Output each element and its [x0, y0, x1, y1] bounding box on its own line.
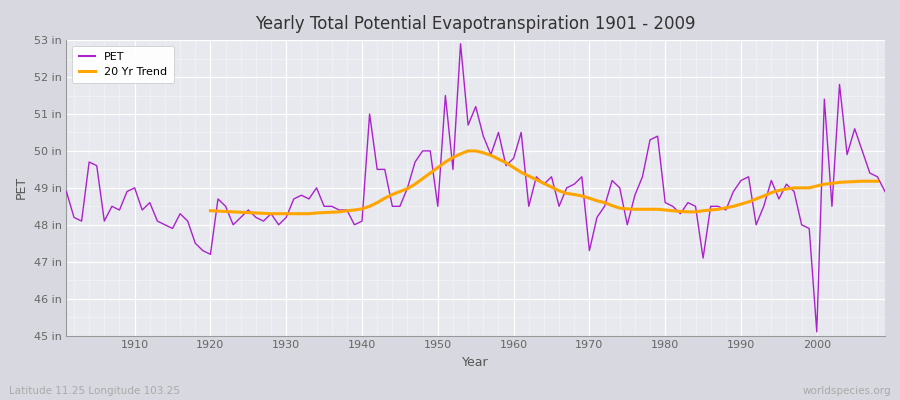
Y-axis label: PET: PET [15, 176, 28, 200]
Legend: PET, 20 Yr Trend: PET, 20 Yr Trend [72, 46, 174, 84]
Title: Yearly Total Potential Evapotranspiration 1901 - 2009: Yearly Total Potential Evapotranspiratio… [256, 15, 696, 33]
X-axis label: Year: Year [463, 356, 489, 369]
Text: Latitude 11.25 Longitude 103.25: Latitude 11.25 Longitude 103.25 [9, 386, 180, 396]
Text: worldspecies.org: worldspecies.org [803, 386, 891, 396]
